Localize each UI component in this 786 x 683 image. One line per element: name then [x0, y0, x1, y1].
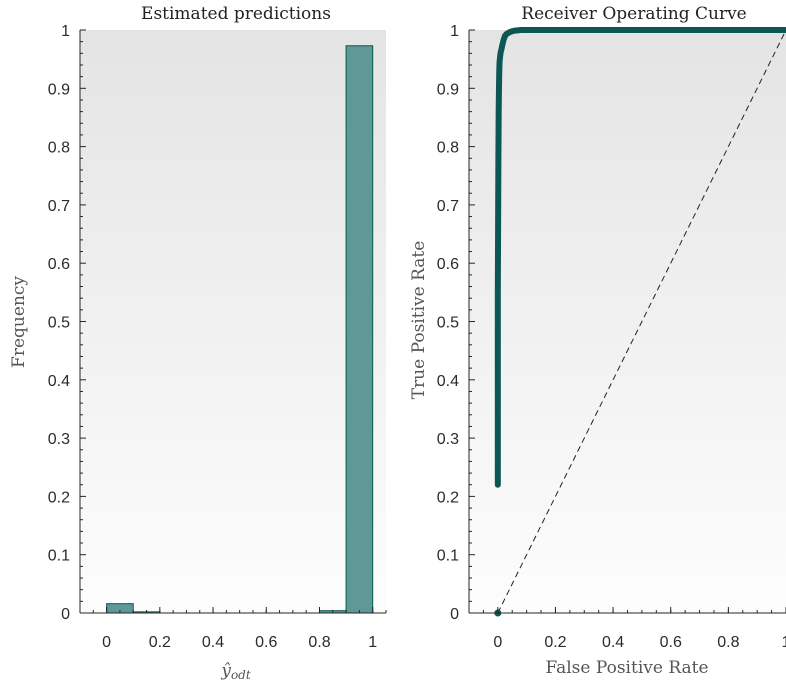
roc-x-axis-label: False Positive Rate [545, 658, 708, 678]
roc-y-tick-label: 0.7 [437, 198, 459, 215]
histogram-y-tick-label: 0.2 [48, 489, 70, 506]
roc-y-tick-label: 0.1 [437, 548, 459, 565]
histogram-y-tick-label: 0.4 [48, 373, 70, 390]
histogram-x-tick-label: 1 [368, 634, 377, 651]
histogram-y-tick-label: 0.6 [48, 256, 70, 273]
roc-x-tick-label: 0.2 [544, 634, 566, 651]
histogram-bar [345, 45, 374, 614]
histogram-x-tick-label: 0.4 [202, 634, 224, 651]
histogram-y-tick-label: 0.5 [48, 315, 70, 332]
roc-title: Receiver Operating Curve [521, 4, 746, 24]
histogram-panel: Estimated predictions 0 0.1 0.2 0.3 0.4 0.5 0.… [9, 4, 387, 682]
roc-y-tick-label: 0.6 [437, 256, 459, 273]
histogram-y-tick-label: 0 [61, 606, 70, 623]
histogram-y-tick-label: 0.1 [48, 548, 70, 565]
roc-y-tick-label: 0.5 [437, 315, 459, 332]
roc-y-tick-label: 0 [450, 606, 459, 623]
roc-panel: Receiver Operating Curve 0 0.1 0.2 0.3 0.4 0.… [409, 4, 786, 678]
roc-x-tick-label: 1 [782, 634, 786, 651]
roc-y-axis-label: True Positive Rate [409, 241, 429, 400]
histogram-y-tick-label: 0.7 [48, 198, 70, 215]
histogram-x-tick-label: 0 [102, 634, 111, 651]
roc-y-tick-label: 1 [450, 23, 459, 40]
roc-y-tick-label: 0.8 [437, 140, 459, 157]
histogram-x-tick-label: 0.6 [255, 634, 277, 651]
histogram-x-tick-label: 0.8 [308, 634, 330, 651]
roc-x-tick-label: 0.6 [660, 634, 682, 651]
roc-y-tick-label: 0.9 [437, 81, 459, 98]
histogram-y-tick-label: 1 [61, 23, 70, 40]
roc-y-tick-label: 0.2 [437, 489, 459, 506]
histogram-plot-area [80, 30, 386, 613]
roc-y-tick-label: 0.3 [437, 431, 459, 448]
roc-plot-area [469, 30, 786, 613]
histogram-x-axis-label: ŷodt [220, 661, 251, 682]
histogram-y-tick-label: 0.9 [48, 81, 70, 98]
histogram-x-tick-label: 0.2 [149, 634, 171, 651]
roc-x-tick-label: 0 [493, 634, 502, 651]
histogram-y-tick-label: 0.3 [48, 431, 70, 448]
histogram-axes: 0 0.1 0.2 0.3 0.4 0.5 0.6 0.7 0.8 0.9 1 0 0.2 0.4 0.6 0… [48, 23, 387, 651]
roc-axes: 0 0.1 0.2 0.3 0.4 0.5 0.6 0.7 0.8 0.9 1 0 0.2 0.4 0.6 0… [437, 23, 786, 651]
histogram-y-axis-label: Frequency [9, 276, 29, 368]
histogram-bars [106, 45, 374, 614]
roc-y-tick-label: 0.4 [437, 373, 459, 390]
histogram-title: Estimated predictions [141, 4, 331, 24]
roc-x-tick-label: 0.4 [602, 634, 624, 651]
roc-chance-line [497, 29, 786, 614]
roc-x-tick-label: 0.8 [717, 634, 739, 651]
roc-curve [494, 27, 786, 488]
histogram-y-tick-label: 0.8 [48, 140, 70, 157]
